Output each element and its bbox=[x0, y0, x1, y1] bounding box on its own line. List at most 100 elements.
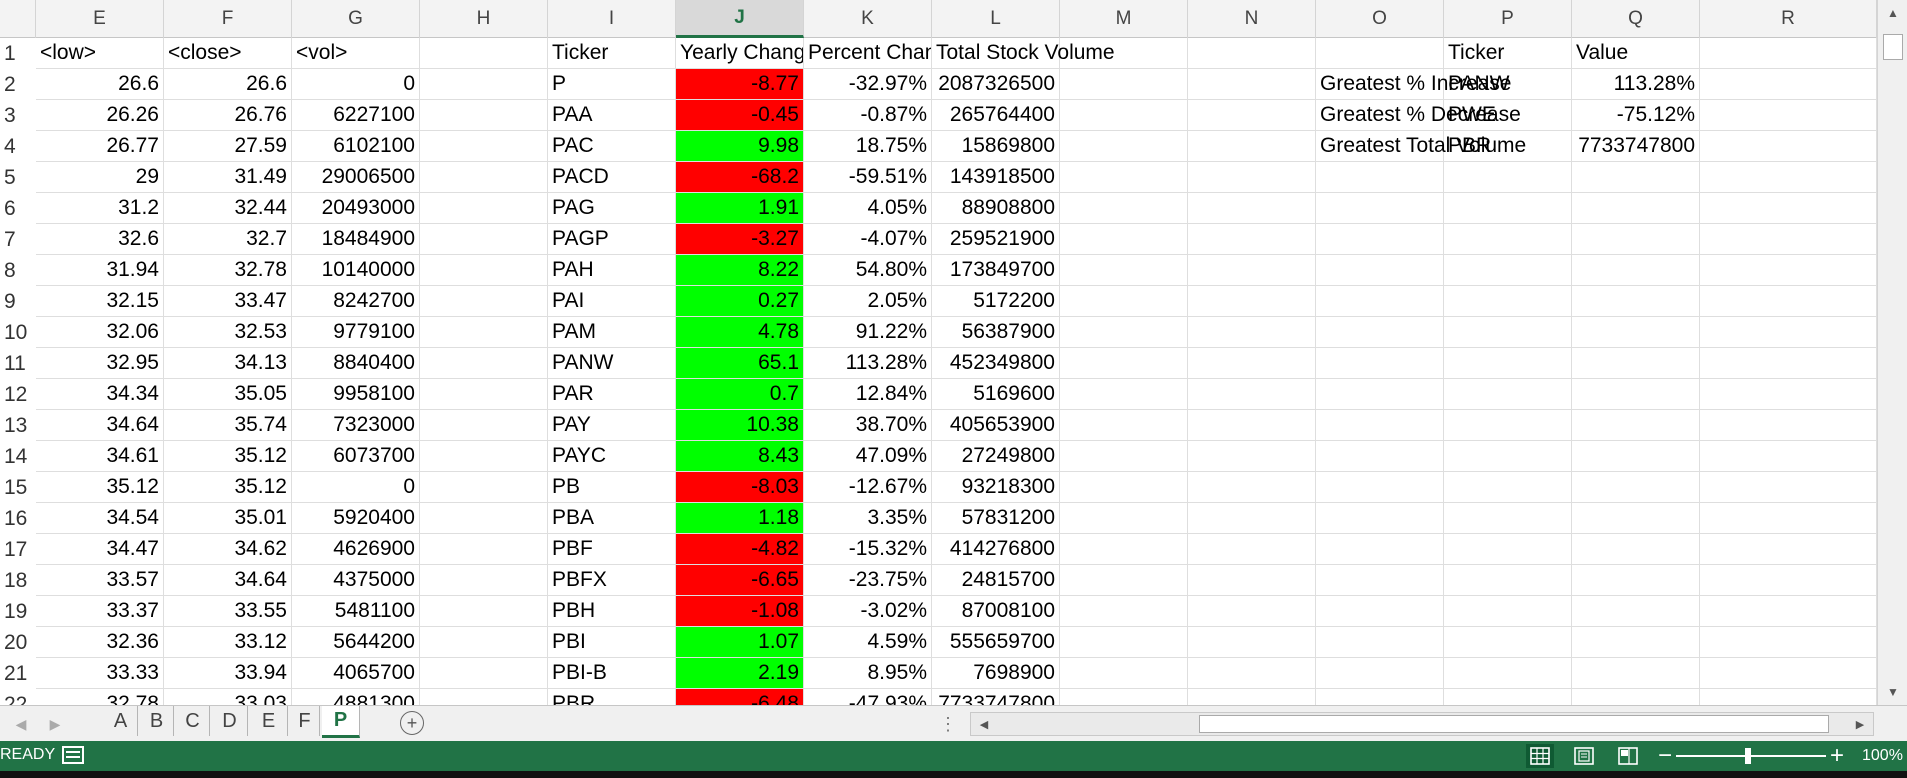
empty-cell[interactable] bbox=[1572, 596, 1700, 627]
header-cell-f[interactable]: <close> bbox=[164, 38, 292, 69]
header-cell-q[interactable]: Value bbox=[1572, 38, 1700, 69]
yearly-change-cell[interactable]: 4.78 bbox=[676, 317, 804, 348]
empty-cell[interactable] bbox=[1316, 255, 1444, 286]
empty-cell[interactable] bbox=[1316, 193, 1444, 224]
yearly-change-cell[interactable]: 2.19 bbox=[676, 658, 804, 689]
empty-cell[interactable] bbox=[420, 658, 548, 689]
empty-cell[interactable] bbox=[1444, 224, 1572, 255]
column-header-q[interactable]: Q bbox=[1572, 0, 1700, 38]
summary-ticker-cell[interactable]: PBR bbox=[1444, 131, 1572, 162]
empty-cell[interactable] bbox=[1572, 658, 1700, 689]
empty-cell[interactable] bbox=[1444, 627, 1572, 658]
vol-cell[interactable]: 5644200 bbox=[292, 627, 420, 658]
header-cell-g[interactable]: <vol> bbox=[292, 38, 420, 69]
header-cell-j[interactable]: Yearly Change bbox=[676, 38, 804, 69]
ticker-cell[interactable]: PAA bbox=[548, 100, 676, 131]
empty-cell[interactable] bbox=[1572, 689, 1700, 705]
empty-cell[interactable] bbox=[1316, 658, 1444, 689]
total-volume-cell[interactable]: 27249800 bbox=[932, 441, 1060, 472]
empty-cell[interactable] bbox=[1700, 472, 1877, 503]
empty-cell[interactable] bbox=[1316, 224, 1444, 255]
total-volume-cell[interactable]: 57831200 bbox=[932, 503, 1060, 534]
vol-cell[interactable]: 5481100 bbox=[292, 596, 420, 627]
column-header-n[interactable]: N bbox=[1188, 0, 1316, 38]
low-cell[interactable]: 26.6 bbox=[36, 69, 164, 100]
empty-cell[interactable] bbox=[1188, 379, 1316, 410]
empty-cell[interactable] bbox=[1572, 317, 1700, 348]
empty-cell[interactable] bbox=[1188, 131, 1316, 162]
yearly-change-cell[interactable]: 1.07 bbox=[676, 627, 804, 658]
column-header-m[interactable]: M bbox=[1060, 0, 1188, 38]
percent-change-cell[interactable]: -12.67% bbox=[804, 472, 932, 503]
yearly-change-cell[interactable]: -4.82 bbox=[676, 534, 804, 565]
percent-change-cell[interactable]: 4.59% bbox=[804, 627, 932, 658]
empty-cell[interactable] bbox=[1060, 193, 1188, 224]
empty-cell[interactable] bbox=[420, 69, 548, 100]
low-cell[interactable]: 33.57 bbox=[36, 565, 164, 596]
row-header-5[interactable]: 5 bbox=[4, 165, 16, 189]
yearly-change-cell[interactable]: -1.08 bbox=[676, 596, 804, 627]
yearly-change-cell[interactable]: -6.65 bbox=[676, 565, 804, 596]
total-volume-cell[interactable]: 87008100 bbox=[932, 596, 1060, 627]
empty-cell[interactable] bbox=[1444, 441, 1572, 472]
empty-cell[interactable] bbox=[1188, 193, 1316, 224]
total-volume-cell[interactable]: 2087326500 bbox=[932, 69, 1060, 100]
empty-cell[interactable] bbox=[1700, 100, 1877, 131]
percent-change-cell[interactable]: -32.97% bbox=[804, 69, 932, 100]
empty-cell[interactable] bbox=[1572, 627, 1700, 658]
empty-cell[interactable] bbox=[1060, 162, 1188, 193]
empty-cell[interactable] bbox=[1700, 131, 1877, 162]
percent-change-cell[interactable]: 113.28% bbox=[804, 348, 932, 379]
zoom-slider[interactable] bbox=[1676, 755, 1826, 757]
empty-cell[interactable] bbox=[1188, 100, 1316, 131]
scroll-right-arrow-icon[interactable]: ▶ bbox=[1855, 718, 1865, 731]
empty-cell[interactable] bbox=[1316, 38, 1444, 69]
vol-cell[interactable]: 4881300 bbox=[292, 689, 420, 705]
yearly-change-cell[interactable]: -0.45 bbox=[676, 100, 804, 131]
ticker-cell[interactable]: PAYC bbox=[548, 441, 676, 472]
low-cell[interactable]: 34.54 bbox=[36, 503, 164, 534]
empty-cell[interactable] bbox=[420, 441, 548, 472]
close-cell[interactable]: 26.76 bbox=[164, 100, 292, 131]
total-volume-cell[interactable]: 5169600 bbox=[932, 379, 1060, 410]
empty-cell[interactable] bbox=[1572, 348, 1700, 379]
macro-record-icon[interactable] bbox=[62, 746, 84, 764]
zoom-in-button[interactable]: + bbox=[1830, 742, 1845, 769]
yearly-change-cell[interactable]: 10.38 bbox=[676, 410, 804, 441]
row-header-18[interactable]: 18 bbox=[4, 568, 28, 592]
sheet-tab-d[interactable]: D bbox=[212, 706, 248, 736]
empty-cell[interactable] bbox=[420, 348, 548, 379]
sheet-tab-c[interactable]: C bbox=[176, 706, 210, 736]
total-volume-cell[interactable]: 259521900 bbox=[932, 224, 1060, 255]
empty-cell[interactable] bbox=[420, 317, 548, 348]
empty-cell[interactable] bbox=[420, 689, 548, 705]
ticker-cell[interactable]: P bbox=[548, 69, 676, 100]
empty-cell[interactable] bbox=[1444, 317, 1572, 348]
empty-cell[interactable] bbox=[1060, 224, 1188, 255]
empty-cell[interactable] bbox=[1572, 379, 1700, 410]
low-cell[interactable]: 26.77 bbox=[36, 131, 164, 162]
percent-change-cell[interactable]: 4.05% bbox=[804, 193, 932, 224]
empty-cell[interactable] bbox=[420, 131, 548, 162]
close-cell[interactable]: 33.12 bbox=[164, 627, 292, 658]
horizontal-scrollbar[interactable]: ◀ ▶ bbox=[970, 712, 1874, 736]
vol-cell[interactable]: 9958100 bbox=[292, 379, 420, 410]
close-cell[interactable]: 35.12 bbox=[164, 441, 292, 472]
empty-cell[interactable] bbox=[1700, 162, 1877, 193]
empty-cell[interactable] bbox=[1316, 596, 1444, 627]
total-volume-cell[interactable]: 7733747800 bbox=[932, 689, 1060, 705]
percent-change-cell[interactable]: 12.84% bbox=[804, 379, 932, 410]
low-cell[interactable]: 33.37 bbox=[36, 596, 164, 627]
empty-cell[interactable] bbox=[1572, 162, 1700, 193]
zoom-out-button[interactable]: − bbox=[1658, 742, 1673, 769]
empty-cell[interactable] bbox=[1444, 596, 1572, 627]
horizontal-scroll-thumb[interactable] bbox=[1199, 715, 1829, 733]
scroll-down-arrow-icon[interactable]: ▼ bbox=[1887, 685, 1899, 699]
empty-cell[interactable] bbox=[420, 100, 548, 131]
close-cell[interactable]: 35.05 bbox=[164, 379, 292, 410]
low-cell[interactable]: 26.26 bbox=[36, 100, 164, 131]
percent-change-cell[interactable]: 18.75% bbox=[804, 131, 932, 162]
low-cell[interactable]: 29 bbox=[36, 162, 164, 193]
select-all-corner[interactable] bbox=[0, 0, 36, 38]
header-cell-e[interactable]: <low> bbox=[36, 38, 164, 69]
